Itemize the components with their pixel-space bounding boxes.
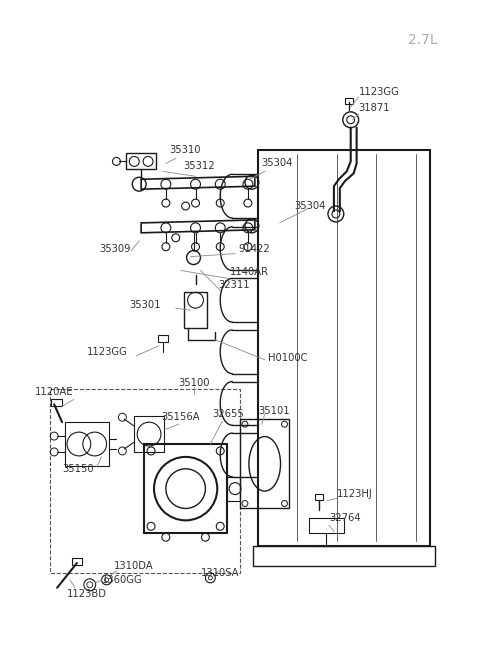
Text: 32655: 32655: [212, 409, 244, 419]
Bar: [345, 98, 353, 104]
Text: 32311: 32311: [218, 280, 250, 290]
Text: 1310DA: 1310DA: [113, 561, 153, 571]
Text: 1123GG: 1123GG: [359, 87, 399, 97]
Text: 1310SA: 1310SA: [201, 568, 239, 578]
Text: 35100: 35100: [179, 377, 210, 388]
Text: 35301: 35301: [129, 300, 161, 310]
Text: 35312: 35312: [184, 161, 216, 172]
Text: 1123BD: 1123BD: [67, 589, 107, 599]
Text: 35156A: 35156A: [161, 412, 200, 422]
Text: 1123HJ: 1123HJ: [337, 489, 372, 498]
Text: 2.7L: 2.7L: [408, 33, 438, 47]
Text: 35150: 35150: [62, 464, 94, 474]
Bar: [72, 558, 82, 565]
Text: 35304: 35304: [294, 201, 326, 211]
Text: 1140AR: 1140AR: [230, 267, 269, 278]
Text: 1120AE: 1120AE: [35, 388, 73, 398]
Text: 1360GG: 1360GG: [102, 575, 143, 585]
Text: 35101: 35101: [258, 406, 289, 417]
Bar: [51, 400, 62, 406]
Text: 91422: 91422: [238, 244, 270, 253]
Bar: [315, 494, 323, 500]
Bar: [158, 335, 168, 342]
Text: 31871: 31871: [359, 103, 390, 113]
Text: 35310: 35310: [169, 145, 200, 155]
Text: 1123GG: 1123GG: [87, 346, 128, 357]
Bar: [253, 546, 435, 566]
Text: 32764: 32764: [329, 514, 360, 523]
Text: 35304: 35304: [262, 159, 293, 168]
Text: 35309: 35309: [100, 244, 131, 253]
Text: H0100C: H0100C: [268, 353, 307, 363]
